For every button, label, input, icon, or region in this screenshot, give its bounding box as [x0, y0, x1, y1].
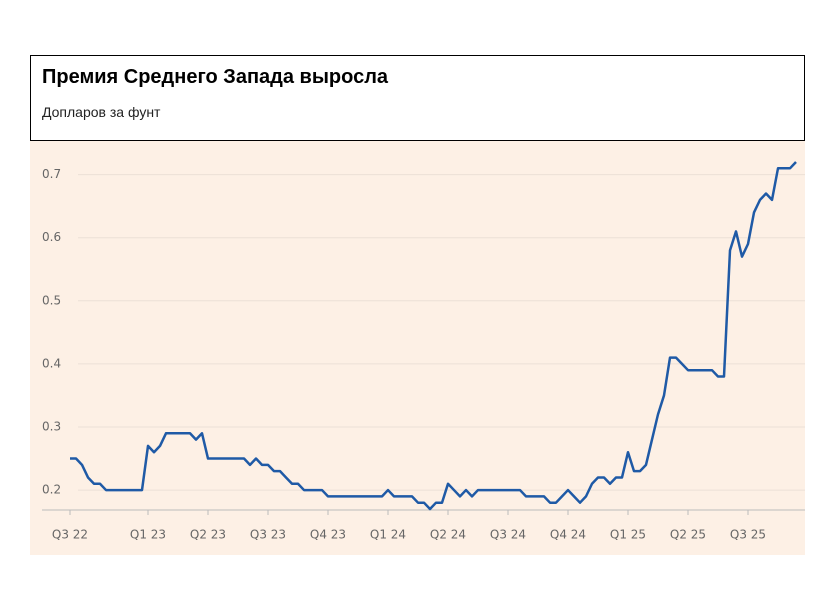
x-tick-label: Q2 25: [670, 528, 706, 542]
chart: 0.2 0.3 0.4 0.5 0.6 0.7 Q3 22 Q1 23 Q2 23 Q3 23 Q4…: [30, 141, 805, 555]
y-tick-label: 0.7: [42, 167, 61, 181]
x-tick-label: Q3 23: [250, 528, 286, 542]
y-tick-label: 0.5: [42, 293, 61, 307]
y-tick-label: 0.2: [42, 483, 61, 497]
chart-title: Премия Среднего Запада выросла: [42, 66, 389, 88]
plot-background: [30, 141, 805, 555]
chart-subtitle: Допларов за фунт: [42, 104, 161, 120]
x-tick-label: Q1 24: [370, 528, 406, 542]
title-box: Премия Среднего Запада выросла Допларов …: [30, 55, 805, 141]
y-tick-label: 0.4: [42, 356, 61, 370]
line-series: [70, 161, 797, 511]
y-tick-label: 0.6: [42, 230, 61, 244]
x-tick-label: Q2 24: [430, 528, 466, 542]
x-tick-label: Q4 24: [550, 528, 586, 542]
x-tick-label: Q2 23: [190, 528, 226, 542]
x-tick-label: Q1 23: [130, 528, 166, 542]
x-tick-label: Q3 25: [730, 528, 766, 542]
x-tick-label: Q1 25: [610, 528, 646, 542]
y-tick-label: 0.3: [42, 419, 61, 433]
x-tick-label: Q3 24: [490, 528, 526, 542]
x-tick-label: Q3 22: [52, 528, 88, 542]
x-tick-label: Q4 23: [310, 528, 346, 542]
